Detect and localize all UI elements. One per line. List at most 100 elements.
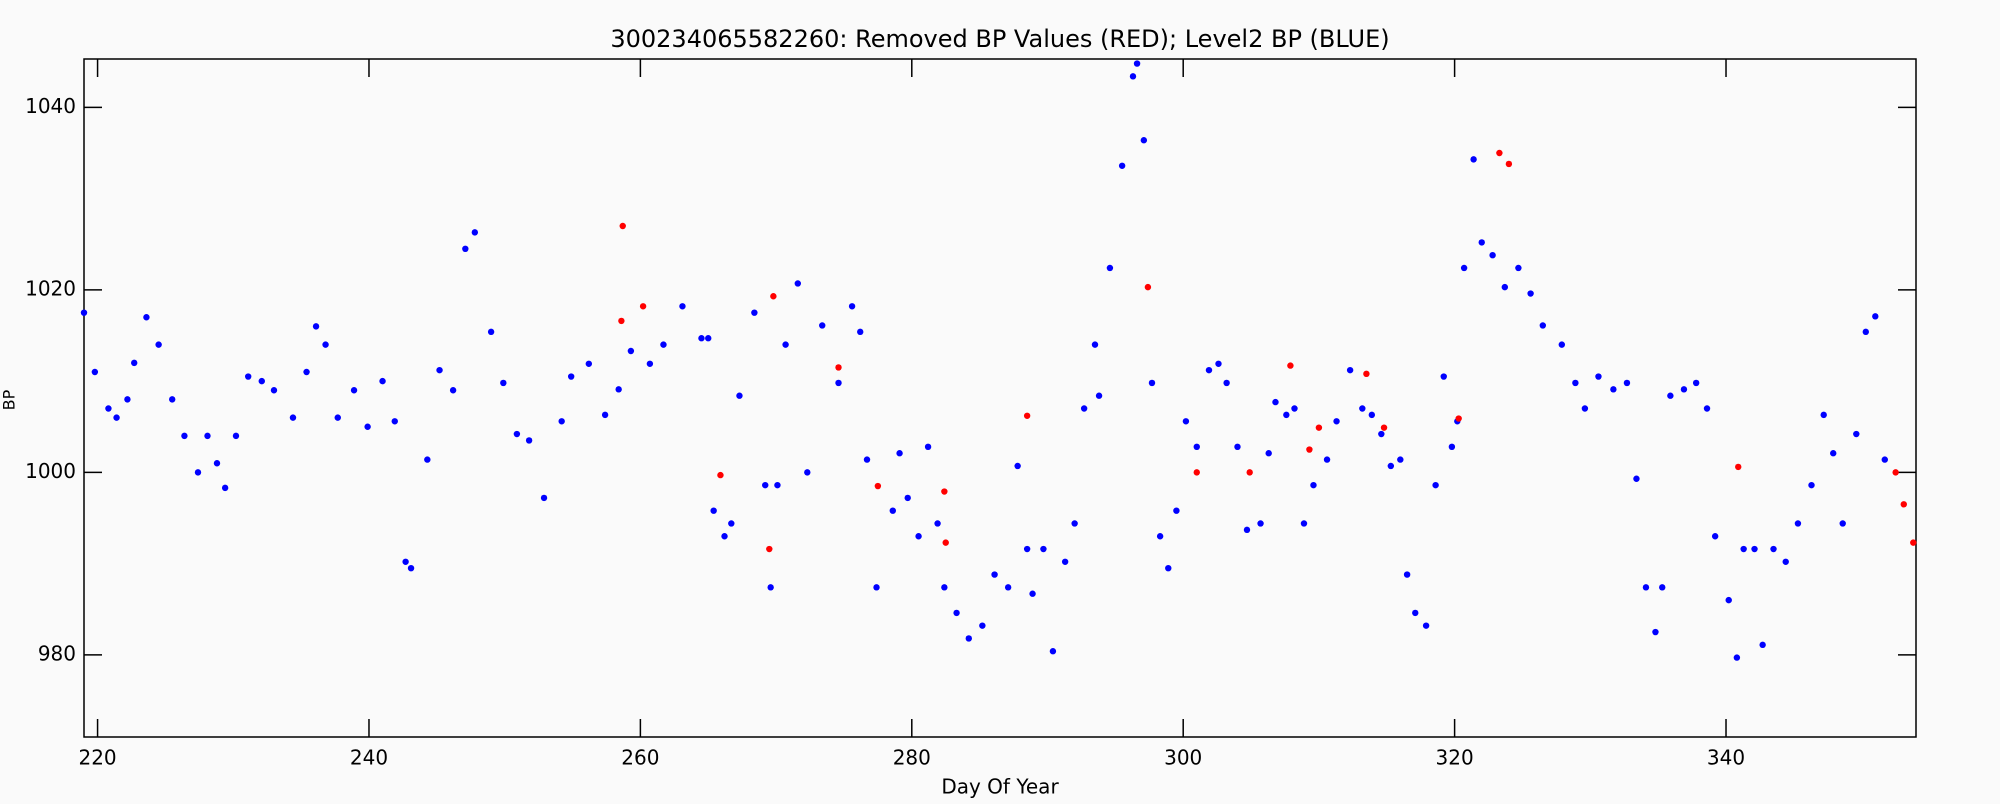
data-point — [1363, 370, 1370, 378]
data-point — [1205, 366, 1213, 374]
data-point — [1830, 450, 1837, 457]
data-point — [169, 396, 176, 403]
data-point — [1283, 411, 1290, 419]
data-point — [1820, 411, 1827, 419]
data-point — [1711, 533, 1719, 540]
data-point — [1733, 654, 1741, 661]
data-point — [525, 437, 533, 444]
data-point — [1432, 481, 1439, 489]
data-point — [1014, 462, 1021, 470]
data-point — [889, 507, 896, 514]
data-point — [1300, 520, 1308, 527]
data-point — [1470, 156, 1477, 163]
data-point — [942, 539, 949, 546]
data-point — [334, 414, 341, 421]
data-point — [728, 520, 735, 527]
data-point — [857, 328, 864, 336]
data-point — [245, 373, 252, 380]
y-tick-label: 1020 — [25, 276, 76, 300]
data-point — [1572, 379, 1579, 387]
data-point — [1633, 475, 1640, 482]
data-point — [1759, 641, 1766, 649]
data-point — [124, 396, 131, 403]
data-point — [1080, 405, 1088, 412]
plot-frame — [83, 58, 1917, 738]
data-point — [618, 317, 625, 325]
data-point — [402, 558, 409, 565]
data-point — [213, 460, 221, 467]
data-point — [1071, 520, 1078, 527]
data-point — [1387, 462, 1395, 470]
data-point — [941, 584, 948, 591]
data-point — [835, 379, 842, 387]
data-point — [487, 328, 495, 336]
data-point — [1265, 450, 1272, 457]
data-point — [1023, 545, 1031, 553]
data-point — [1397, 456, 1404, 463]
data-point — [1412, 609, 1419, 617]
data-point — [1703, 405, 1711, 412]
data-point — [1610, 386, 1617, 393]
data-point — [941, 488, 948, 495]
data-point — [717, 471, 724, 479]
data-point — [1133, 60, 1141, 67]
data-point — [312, 323, 320, 330]
data-point — [1667, 392, 1674, 399]
data-point — [1333, 418, 1340, 425]
data-point — [155, 341, 162, 348]
data-point — [601, 411, 609, 419]
data-point — [407, 564, 415, 572]
data-point — [1215, 360, 1222, 367]
data-point — [1839, 520, 1846, 527]
data-point — [1460, 264, 1468, 272]
data-point — [303, 368, 310, 376]
data-point — [1892, 469, 1899, 476]
x-tick-label: 220 — [78, 746, 116, 770]
data-point — [751, 309, 758, 316]
data-point — [540, 494, 548, 502]
data-point — [585, 360, 593, 367]
data-point — [619, 222, 626, 230]
data-point — [924, 443, 932, 451]
data-point — [80, 309, 88, 316]
x-axis-label: Day Of Year — [941, 775, 1059, 799]
data-point — [794, 280, 802, 287]
data-point — [991, 571, 998, 578]
data-point — [1862, 328, 1869, 336]
data-point — [1193, 443, 1200, 451]
data-point — [1118, 162, 1126, 169]
data-point — [1315, 424, 1323, 431]
data-point — [1853, 430, 1860, 438]
y-tick-label: 1040 — [25, 94, 76, 118]
data-point — [1489, 251, 1496, 259]
data-point — [774, 481, 781, 489]
data-point — [1770, 545, 1777, 553]
data-point — [221, 484, 229, 492]
data-point — [863, 456, 871, 463]
x-tick-label: 340 — [1707, 746, 1745, 770]
data-point — [1257, 520, 1264, 527]
data-point — [1539, 322, 1547, 329]
data-point — [953, 609, 960, 617]
data-point — [232, 432, 240, 440]
data-point — [1659, 584, 1666, 591]
data-point — [1496, 149, 1503, 157]
data-point — [1440, 373, 1447, 380]
data-point — [1680, 386, 1688, 393]
x-tick-label: 300 — [1164, 746, 1202, 770]
data-point — [1129, 73, 1137, 80]
data-point — [679, 303, 686, 310]
data-point — [391, 418, 398, 425]
data-point — [1378, 430, 1385, 438]
data-point — [767, 584, 774, 591]
x-tick-label: 320 — [1436, 746, 1474, 770]
data-point — [1782, 558, 1789, 565]
data-point — [1246, 469, 1253, 476]
data-point — [639, 303, 647, 310]
chart-title: 300234065582260: Removed BP Values (RED)… — [610, 25, 1389, 53]
data-point — [873, 584, 880, 591]
data-point — [1794, 520, 1802, 527]
data-point — [1234, 443, 1241, 451]
data-point — [1323, 456, 1331, 463]
data-point — [1165, 564, 1172, 572]
